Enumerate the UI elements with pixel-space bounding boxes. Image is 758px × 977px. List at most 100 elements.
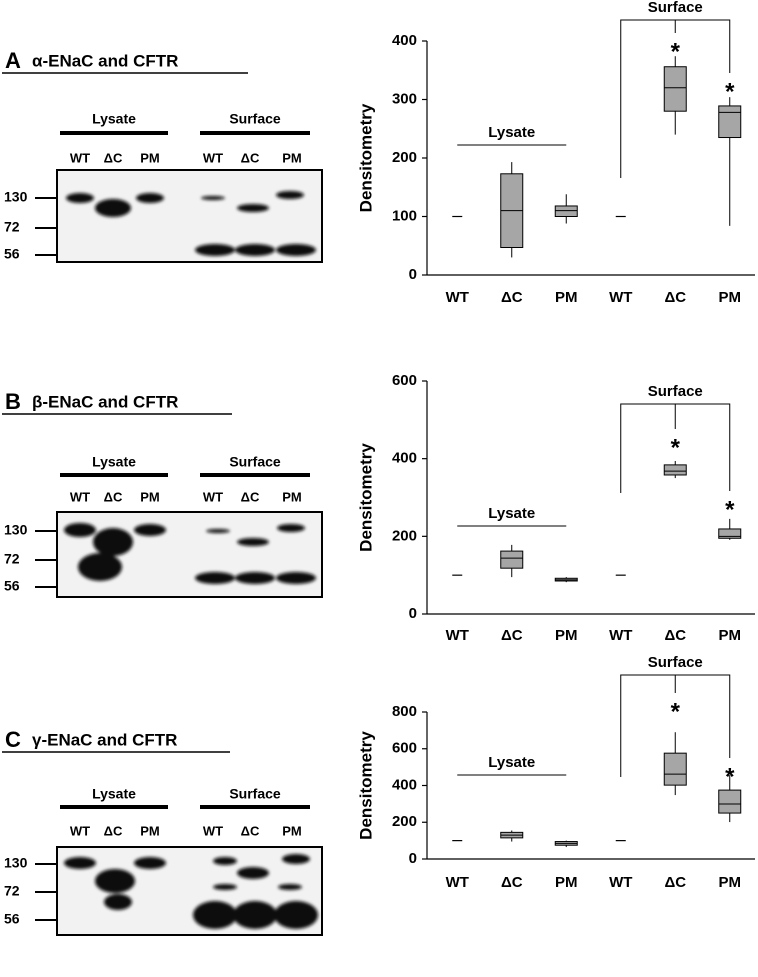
box: [663, 752, 687, 786]
blot-group-label: Lysate: [92, 111, 136, 127]
blot-band: [93, 528, 133, 556]
x-tick-label: ΔC: [501, 874, 523, 891]
x-tick-label: ΔC: [664, 627, 686, 644]
blot-group-label: Lysate: [92, 786, 136, 802]
lane-label: ΔC: [241, 489, 260, 504]
x-tick-label: WT: [446, 289, 469, 306]
panel-label: B: [5, 389, 21, 414]
surface-bracket: [620, 403, 731, 493]
blot-band: [277, 524, 305, 532]
box: [718, 528, 742, 539]
blot-band: [235, 572, 275, 584]
box: [663, 66, 687, 112]
lane-label: PM: [140, 150, 160, 165]
blot-group-label: Surface: [229, 786, 281, 802]
bracket-label: Lysate: [488, 124, 535, 141]
y-tick-label: 600: [392, 740, 417, 757]
y-tick-label: 800: [392, 703, 417, 720]
x-tick-label: PM: [719, 874, 742, 891]
y-tick-label: 0: [409, 266, 417, 283]
blot-bands: [64, 523, 316, 584]
blot-band: [276, 244, 316, 256]
x-tick-label: WT: [446, 627, 469, 644]
bracket-label: Surface: [648, 0, 703, 16]
box: [718, 789, 742, 814]
x-tick-label: WT: [446, 874, 469, 891]
panel-title: γ-ENaC and CFTR: [32, 730, 177, 749]
mw-marker: 130: [4, 522, 28, 538]
blot-band: [66, 193, 94, 203]
blot-band: [64, 857, 96, 869]
panel-title: β-ENaC and CFTR: [32, 392, 178, 411]
y-axis-label: Densitometry: [356, 731, 375, 840]
lane-label: ΔC: [104, 489, 123, 504]
lane-label: ΔC: [241, 150, 260, 165]
lane-label: WT: [203, 823, 223, 838]
blot-band: [206, 529, 230, 533]
blot-band: [274, 901, 318, 929]
x-tick-label: ΔC: [501, 289, 523, 306]
panel-title: α-ENaC and CFTR: [32, 51, 178, 70]
x-tick-label: PM: [555, 627, 578, 644]
blot-image: [56, 169, 323, 263]
y-tick-label: 400: [392, 32, 417, 49]
blot-band: [78, 553, 122, 581]
lane-label: PM: [282, 150, 302, 165]
mw-marker: 56: [4, 911, 20, 927]
y-tick-label: 0: [409, 605, 417, 622]
blot-band: [237, 867, 269, 879]
x-tick-label: WT: [609, 289, 632, 306]
significance-star: *: [671, 434, 681, 461]
blot-band: [134, 857, 166, 869]
surface-bracket: [620, 674, 731, 777]
significance-star: *: [725, 496, 735, 523]
blot-band: [213, 857, 237, 865]
mw-marker: 72: [4, 551, 20, 567]
blot-band: [237, 538, 269, 546]
x-tick-label: PM: [719, 627, 742, 644]
y-tick-label: 600: [392, 372, 417, 389]
y-tick-label: 400: [392, 776, 417, 793]
mw-marker: 130: [4, 855, 28, 871]
y-tick-label: 0: [409, 850, 417, 867]
blot-band: [195, 572, 235, 584]
x-tick-label: PM: [719, 289, 742, 306]
lane-label: WT: [70, 823, 90, 838]
blot-band: [278, 884, 302, 890]
blot-band: [276, 191, 304, 199]
x-tick-label: WT: [609, 874, 632, 891]
lane-label: WT: [70, 150, 90, 165]
significance-star: *: [671, 38, 681, 65]
x-tick-label: ΔC: [664, 289, 686, 306]
mw-marker: 72: [4, 883, 20, 899]
blot-band: [276, 572, 316, 584]
lane-label: WT: [203, 150, 223, 165]
mw-marker: 56: [4, 246, 20, 262]
lane-label: PM: [282, 823, 302, 838]
y-tick-label: 100: [392, 207, 417, 224]
box: [500, 550, 524, 569]
x-tick-label: ΔC: [501, 627, 523, 644]
blot-group-label: Surface: [229, 454, 281, 470]
y-tick-label: 200: [392, 527, 417, 544]
x-tick-label: PM: [555, 874, 578, 891]
blot-bands: [66, 191, 316, 256]
y-tick-label: 200: [392, 149, 417, 166]
blot-band: [282, 854, 310, 864]
blot-group-label: Lysate: [92, 454, 136, 470]
y-tick-label: 300: [392, 90, 417, 107]
blot-band: [213, 884, 237, 890]
bracket-label: Lysate: [488, 754, 535, 771]
box: [718, 105, 742, 139]
lane-label: PM: [140, 823, 160, 838]
lane-label: ΔC: [241, 823, 260, 838]
box: [663, 464, 687, 476]
panel-label: C: [5, 727, 21, 752]
lane-label: ΔC: [104, 823, 123, 838]
significance-star: *: [725, 763, 735, 790]
blot-band: [134, 524, 166, 536]
mw-marker: 56: [4, 578, 20, 594]
significance-star: *: [671, 698, 681, 725]
bracket-label: Surface: [648, 383, 703, 400]
